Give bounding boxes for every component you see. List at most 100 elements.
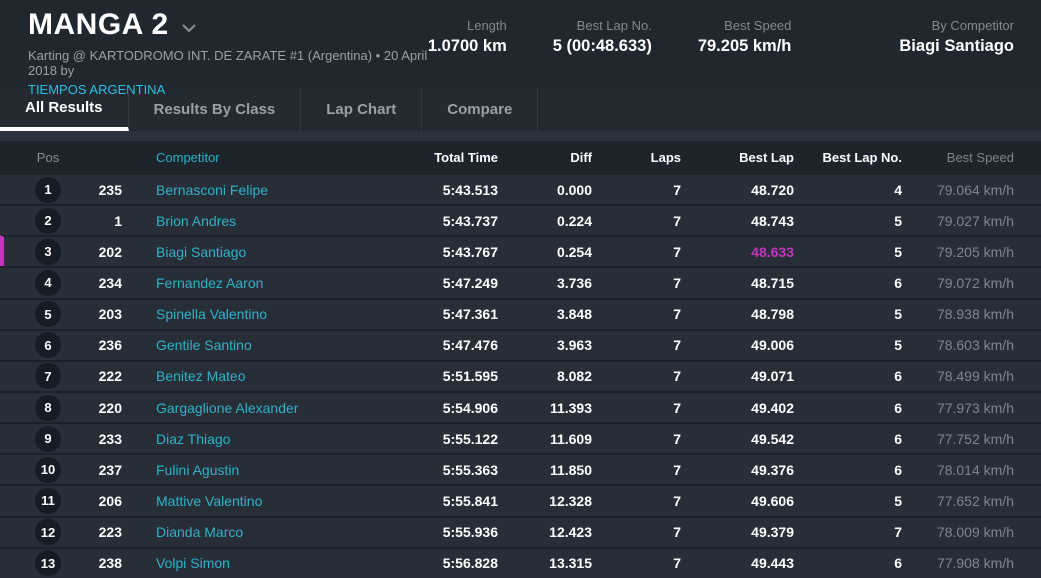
kart-number: 238 [98, 555, 122, 572]
session-subtitle: Karting @ KARTODROMO INT. DE ZARATE #1 (… [28, 48, 428, 78]
organizer-link[interactable]: TIEMPOS ARGENTINA [28, 82, 166, 97]
pos-cell: 8 [35, 394, 61, 421]
total-time: 5:43.513 [442, 181, 498, 198]
pos-cell: 1 [35, 176, 61, 203]
stat-label: Length [466, 18, 507, 33]
kart-number: 237 [98, 461, 122, 478]
total-time: 5:55.841 [442, 492, 498, 509]
competitor-link[interactable]: Benitez Mateo [156, 368, 246, 385]
best-lap-no: 5 [894, 492, 902, 509]
table-row: 5 203 Spinella Valentino 5:47.361 3.848 7 48.7… [0, 297, 1041, 329]
diff: 11.609 [549, 430, 592, 447]
chevron-down-icon[interactable] [181, 23, 197, 33]
stat-value: 1.0700 km [427, 37, 507, 55]
tab-all-results[interactable]: All Results [0, 88, 129, 131]
stat-by-competitor: By Competitor Biagi Santiago [899, 18, 1014, 88]
table-row: 4 234 Fernandez Aaron 5:47.249 3.736 7 48.715 6… [0, 266, 1041, 298]
competitor-link[interactable]: Bernasconi Felipe [156, 181, 269, 198]
total-time: 5:47.249 [442, 274, 498, 291]
best-lap-no: 6 [894, 399, 902, 416]
best-speed: 77.652 km/h [936, 492, 1014, 509]
table-row: 11 206 Mattive Valentino 5:55.841 12.328 7 49.… [0, 484, 1041, 516]
competitor-link[interactable]: Mattive Valentino [156, 492, 263, 509]
competitor-link[interactable]: Diaz Thiago [156, 430, 231, 447]
position-badge: 12 [35, 519, 61, 546]
position-badge: 6 [35, 332, 61, 359]
stat-length: Length 1.0700 km [428, 18, 507, 88]
page-header: MANGA 2 Karting @ KARTODROMO INT. DE ZAR… [0, 0, 1041, 97]
best-lap: 49.379 [751, 524, 794, 541]
best-lap: 49.443 [751, 555, 794, 572]
competitor-link[interactable]: Fulini Agustin [156, 461, 240, 478]
total-time: 5:55.122 [442, 430, 498, 447]
stat-value: Biagi Santiago [899, 37, 1014, 55]
stat-label: By Competitor [931, 18, 1014, 33]
total-time: 5:47.361 [442, 306, 498, 323]
table-row: 12 223 Dianda Marco 5:55.936 12.423 7 49.379 7 7… [0, 515, 1041, 547]
competitor-link[interactable]: Fernandez Aaron [156, 274, 264, 291]
kart-number: 206 [98, 492, 122, 509]
best-lap: 48.743 [751, 212, 794, 229]
col-header-bestlap: Best Lap [739, 149, 794, 165]
best-lap-no: 6 [894, 555, 902, 572]
laps: 7 [673, 492, 681, 509]
best-lap-no: 5 [894, 306, 902, 323]
pos-cell: 10 [35, 456, 61, 483]
best-lap: 49.542 [751, 430, 794, 447]
best-speed: 79.064 km/h [936, 181, 1014, 198]
pos-cell: 11 [35, 487, 61, 514]
total-time: 5:55.936 [442, 524, 498, 541]
col-header-laps: Laps [650, 149, 681, 165]
table-row: 7 222 Benitez Mateo 5:51.595 8.082 7 49.071 6 78… [0, 359, 1041, 391]
competitor-link[interactable]: Volpi Simon [156, 555, 230, 572]
diff: 12.423 [549, 524, 592, 541]
table-header-row: Pos Competitor Total Time Diff Laps Best Lap B… [0, 141, 1041, 173]
diff: 0.224 [556, 212, 592, 229]
stat-best-lap-no: Best Lap No. 5 (00:48.633) [553, 18, 652, 88]
best-lap: 49.376 [751, 461, 794, 478]
stat-value: 5 (00:48.633) [552, 37, 652, 55]
results-table: Pos Competitor Total Time Diff Laps Best Lap B… [0, 141, 1041, 578]
laps: 7 [673, 243, 681, 260]
stat-best-speed: Best Speed 79.205 km/h [698, 18, 792, 88]
laps: 7 [673, 524, 681, 541]
kart-number: 202 [98, 243, 122, 260]
total-time: 5:43.737 [442, 212, 498, 229]
pos-cell: 7 [35, 363, 61, 390]
col-header-diff: Diff [570, 149, 592, 165]
best-lap-no: 4 [894, 181, 902, 198]
best-speed: 77.973 km/h [936, 399, 1014, 416]
laps: 7 [673, 337, 681, 354]
best-lap: 49.006 [751, 337, 794, 354]
competitor-link[interactable]: Gargaglione Alexander [156, 399, 299, 416]
competitor-link[interactable]: Biagi Santiago [156, 243, 247, 260]
diff: 3.963 [556, 337, 592, 354]
total-time: 5:56.828 [442, 555, 498, 572]
pos-cell: 9 [35, 425, 61, 452]
best-speed: 77.752 km/h [936, 430, 1014, 447]
best-speed: 78.603 km/h [936, 337, 1014, 354]
best-lap-no: 6 [894, 430, 902, 447]
competitor-link[interactable]: Brion Andres [156, 212, 237, 229]
table-row: 13 238 Volpi Simon 5:56.828 13.315 7 49.443 6 77… [0, 546, 1041, 578]
competitor-link[interactable]: Dianda Marco [156, 524, 244, 541]
tab-lap-chart[interactable]: Lap Chart [301, 88, 423, 131]
best-lap: 49.071 [751, 368, 794, 385]
laps: 7 [673, 274, 681, 291]
pos-cell: 6 [35, 332, 61, 359]
best-speed: 79.072 km/h [936, 274, 1014, 291]
position-badge: 10 [35, 456, 61, 483]
pos-cell: 5 [35, 301, 61, 328]
col-header-bestlapno: Best Lap No. [822, 149, 902, 165]
position-badge: 4 [35, 269, 61, 296]
tab-results-by-class[interactable]: Results By Class [129, 88, 302, 131]
position-badge: 3 [35, 238, 61, 265]
tab-compare[interactable]: Compare [422, 88, 539, 131]
position-badge: 13 [35, 550, 61, 577]
table-row: 9 233 Diaz Thiago 5:55.122 11.609 7 49.542 6 77.… [0, 422, 1041, 454]
position-badge: 7 [35, 363, 61, 390]
pos-cell: 13 [35, 550, 61, 577]
competitor-link[interactable]: Spinella Valentino [156, 306, 268, 323]
best-lap-no: 7 [894, 524, 902, 541]
competitor-link[interactable]: Gentile Santino [156, 337, 252, 354]
